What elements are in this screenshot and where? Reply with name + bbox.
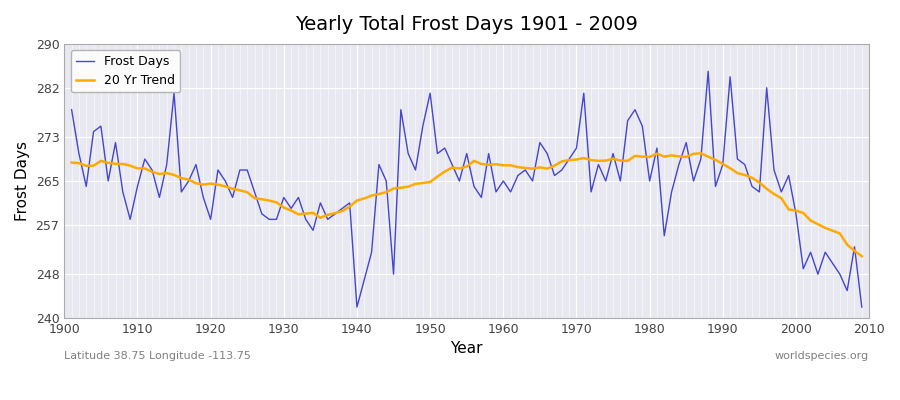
20 Yr Trend [857, 254, 868, 259]
Text: worldspecies.org: worldspecies.org [775, 351, 869, 361]
Frost Days [352, 305, 363, 310]
Frost Days [498, 178, 508, 183]
20 Yr Trend [498, 163, 508, 168]
Frost Days [285, 206, 296, 211]
20 Yr Trend [67, 160, 77, 165]
Frost Days [329, 212, 340, 216]
20 Yr Trend [125, 163, 136, 168]
Line: 20 Yr Trend: 20 Yr Trend [72, 153, 862, 256]
20 Yr Trend [285, 208, 296, 213]
Text: Latitude 38.75 Longitude -113.75: Latitude 38.75 Longitude -113.75 [64, 351, 251, 361]
20 Yr Trend [491, 162, 501, 167]
Frost Days [125, 217, 136, 222]
Frost Days [703, 69, 714, 74]
20 Yr Trend [329, 211, 340, 216]
Title: Yearly Total Frost Days 1901 - 2009: Yearly Total Frost Days 1901 - 2009 [295, 15, 638, 34]
Line: Frost Days: Frost Days [72, 71, 862, 307]
20 Yr Trend [586, 158, 597, 162]
Frost Days [857, 305, 868, 310]
X-axis label: Year: Year [451, 342, 483, 356]
Legend: Frost Days, 20 Yr Trend: Frost Days, 20 Yr Trend [70, 50, 180, 92]
Y-axis label: Frost Days: Frost Days [15, 141, 30, 221]
Frost Days [593, 162, 604, 167]
20 Yr Trend [696, 151, 706, 156]
Frost Days [67, 107, 77, 112]
Frost Days [505, 190, 516, 194]
